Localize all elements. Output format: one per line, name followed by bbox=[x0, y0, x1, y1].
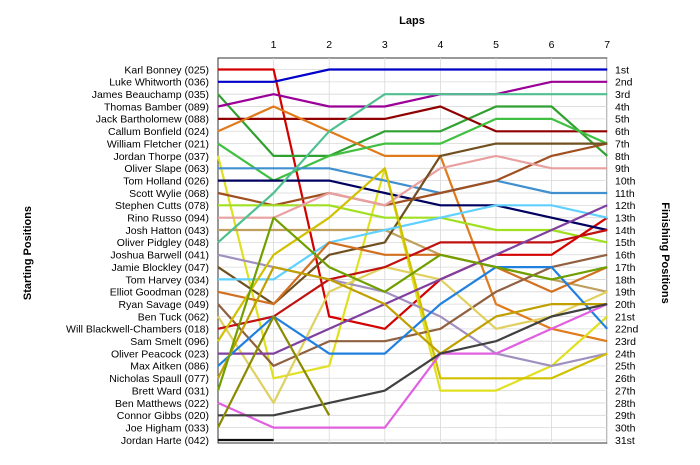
finishing-position-label: 16th bbox=[615, 250, 636, 262]
driver-label: Ben Matthews (022) bbox=[115, 398, 209, 410]
finishing-position-label: 6th bbox=[615, 126, 630, 138]
driver-label: Tom Holland (026) bbox=[123, 175, 209, 187]
finishing-position-label: 21st bbox=[615, 311, 635, 323]
driver-label: Oliver Pidgley (048) bbox=[117, 237, 209, 249]
finishing-position-label: 1st bbox=[615, 64, 629, 76]
finishing-position-label: 22nd bbox=[615, 324, 639, 336]
series-line bbox=[216, 155, 608, 392]
driver-label: Ryan Savage (049) bbox=[119, 299, 209, 311]
series-line bbox=[216, 216, 608, 391]
finishing-position-label: 9th bbox=[615, 163, 630, 175]
driver-label: Stephen Cutts (078) bbox=[115, 200, 209, 212]
finishing-position-label: 23rd bbox=[615, 336, 636, 348]
lap-tick-label: 4 bbox=[437, 39, 443, 51]
finishing-position-label: 15th bbox=[615, 237, 636, 249]
driver-label: Luke Whitworth (036) bbox=[109, 77, 209, 89]
driver-label: Sam Smelt (096) bbox=[130, 336, 209, 348]
driver-label: Scott Wylie (068) bbox=[129, 188, 209, 200]
finishing-position-label: 5th bbox=[615, 114, 630, 126]
driver-label: Jordan Thorpe (037) bbox=[113, 151, 209, 163]
series-line bbox=[218, 154, 608, 219]
driver-label: Will Blackwell-Chambers (018) bbox=[66, 324, 209, 336]
driver-label: William Fletcher (021) bbox=[107, 138, 209, 150]
driver-label: Joshua Barwell (041) bbox=[110, 250, 209, 262]
driver-label: James Beauchamp (035) bbox=[92, 89, 209, 101]
driver-label: Tom Harvey (034) bbox=[126, 274, 209, 286]
lap-tick-label: 5 bbox=[493, 39, 499, 51]
driver-label: Thomas Bamber (089) bbox=[104, 101, 209, 113]
finishing-position-label: 20th bbox=[615, 299, 636, 311]
x-tick-labels: 1 2 3 4 5 6 7 bbox=[271, 39, 611, 51]
finishing-position-label: 31st bbox=[615, 435, 635, 447]
series-line bbox=[218, 204, 608, 355]
series-line bbox=[217, 80, 608, 108]
driver-label: Josh Hatton (043) bbox=[126, 225, 209, 237]
finishing-position-label: 26th bbox=[615, 373, 636, 385]
driver-label: Elliot Goodman (028) bbox=[110, 287, 209, 299]
series-line bbox=[218, 204, 608, 281]
series-line bbox=[217, 228, 608, 330]
finishing-position-label: 17th bbox=[615, 262, 636, 274]
finishing-position-label: 8th bbox=[615, 151, 630, 163]
series-line bbox=[217, 105, 608, 343]
driver-label: Oliver Slape (063) bbox=[124, 163, 209, 175]
series-line bbox=[217, 315, 331, 429]
finishing-position-label: 29th bbox=[615, 410, 636, 422]
driver-label: Brett Ward (031) bbox=[132, 385, 209, 397]
finishing-position-label: 7th bbox=[615, 138, 630, 150]
finishing-position-label: 3rd bbox=[615, 89, 630, 101]
finishing-position-label: 4th bbox=[615, 101, 630, 113]
starting-position-labels: Karl Bonney (025)Luke Whitworth (036)Jam… bbox=[66, 64, 209, 447]
series-line bbox=[217, 142, 608, 306]
driver-label: Joe Higham (033) bbox=[126, 422, 209, 434]
lap-tick-label: 7 bbox=[604, 39, 610, 51]
plot-area bbox=[217, 57, 608, 444]
driver-label: Oliver Peacock (023) bbox=[111, 348, 209, 360]
finishing-position-label: 18th bbox=[615, 274, 636, 286]
left-axis-title: Starting Positions bbox=[22, 206, 34, 300]
driver-label: Callum Bonfield (024) bbox=[108, 126, 209, 138]
driver-label: Jordan Harte (042) bbox=[121, 435, 209, 447]
finishing-position-label: 28th bbox=[615, 398, 636, 410]
finishing-position-label: 25th bbox=[615, 361, 636, 373]
finishing-position-label: 11th bbox=[615, 188, 635, 200]
lap-tick-label: 2 bbox=[326, 39, 332, 51]
driver-label: Karl Bonney (025) bbox=[124, 64, 209, 76]
finishing-position-label: 2nd bbox=[615, 77, 633, 89]
driver-label: Jamie Blockley (047) bbox=[112, 262, 209, 274]
finishing-position-label: 10th bbox=[615, 175, 636, 187]
finishing-position-labels: 1st2nd3rd4th5th6th7th8th9th10th11th12th1… bbox=[615, 64, 639, 447]
driver-label: Max Aitken (086) bbox=[130, 361, 209, 373]
finishing-position-label: 19th bbox=[615, 287, 636, 299]
driver-label: Jack Bartholomew (088) bbox=[96, 114, 209, 126]
finishing-position-label: 14th bbox=[615, 225, 636, 237]
series-line bbox=[218, 204, 608, 244]
lap-tick-label: 6 bbox=[549, 39, 555, 51]
lap-tick-label: 3 bbox=[382, 39, 388, 51]
series-line bbox=[217, 266, 608, 379]
series-line bbox=[217, 93, 608, 157]
lap-tick-label: 1 bbox=[271, 39, 277, 51]
series-line bbox=[217, 93, 608, 244]
driver-label: Ben Tuck (062) bbox=[138, 311, 209, 323]
series-line bbox=[218, 105, 608, 133]
driver-label: Nicholas Spaull (077) bbox=[109, 373, 209, 385]
finishing-position-label: 27th bbox=[615, 385, 636, 397]
driver-label: Rino Russo (094) bbox=[127, 213, 209, 225]
finishing-position-label: 30th bbox=[615, 422, 636, 434]
series-line bbox=[217, 253, 608, 367]
driver-label: Connor Gibbs (020) bbox=[117, 410, 209, 422]
series-line bbox=[217, 303, 608, 429]
finishing-position-label: 24th bbox=[615, 348, 636, 360]
series-lines bbox=[216, 68, 609, 442]
series-line bbox=[218, 68, 608, 83]
x-axis-title: Laps bbox=[399, 15, 425, 27]
series-line bbox=[218, 303, 608, 417]
finishing-position-label: 13th bbox=[615, 213, 636, 225]
right-axis-title: Finishing Positions bbox=[659, 202, 671, 303]
series-line bbox=[217, 117, 608, 182]
finishing-position-label: 12th bbox=[615, 200, 636, 212]
